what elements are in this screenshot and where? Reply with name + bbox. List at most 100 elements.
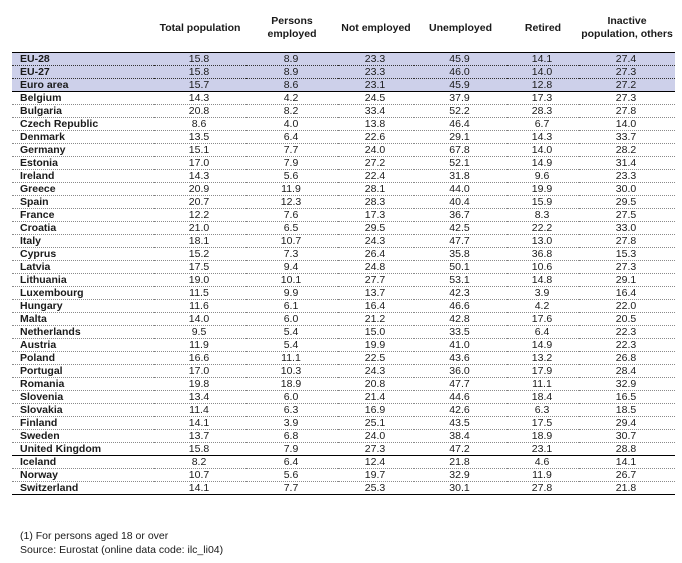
table-cell: 5.6 bbox=[246, 468, 338, 482]
table-row: Bulgaria 20.8 8.2 33.4 52.2 28.3 27.8 bbox=[12, 104, 675, 118]
table-cell: 41.0 bbox=[414, 338, 507, 352]
table-cell: 27.3 bbox=[338, 442, 414, 456]
row-label: Estonia bbox=[12, 156, 154, 170]
table-cell: 30.1 bbox=[414, 481, 507, 495]
table-cell: 18.1 bbox=[154, 234, 246, 248]
table-cell: 15.8 bbox=[154, 52, 246, 66]
table-cell: 23.3 bbox=[338, 65, 414, 79]
row-label: Poland bbox=[12, 351, 154, 365]
table-cell: 7.9 bbox=[246, 156, 338, 170]
row-label: France bbox=[12, 208, 154, 222]
footnotes: (1) For persons aged 18 or over Source: … bbox=[20, 529, 223, 557]
table-cell: 26.7 bbox=[579, 468, 675, 482]
table-cell: 19.8 bbox=[154, 377, 246, 391]
row-label: Italy bbox=[12, 234, 154, 248]
row-label: Euro area bbox=[12, 78, 154, 92]
table-cell: 27.8 bbox=[579, 104, 675, 118]
source-note: Source: Eurostat (online data code: ilc_… bbox=[20, 544, 224, 556]
table-cell: 21.4 bbox=[338, 390, 414, 404]
table-cell: 24.3 bbox=[338, 364, 414, 378]
table-cell: 14.0 bbox=[579, 117, 675, 131]
table-cell: 33.7 bbox=[579, 130, 675, 144]
table-cell: 17.6 bbox=[507, 312, 579, 326]
table-cell: 29.5 bbox=[579, 195, 675, 209]
table-cell: 6.8 bbox=[246, 429, 338, 443]
table-cell: 11.9 bbox=[246, 182, 338, 196]
table-cell: 6.5 bbox=[246, 221, 338, 235]
table-cell: 16.6 bbox=[154, 351, 246, 365]
table-cell: 47.7 bbox=[414, 234, 507, 248]
table-cell: 10.1 bbox=[246, 273, 338, 287]
table-row: France 12.2 7.6 17.3 36.7 8.3 27.5 bbox=[12, 208, 675, 222]
table-row: Germany 15.1 7.7 24.0 67.8 14.0 28.2 bbox=[12, 143, 675, 157]
table-cell: 28.2 bbox=[579, 143, 675, 157]
table-cell: 6.4 bbox=[507, 325, 579, 339]
table-cell: 9.5 bbox=[154, 325, 246, 339]
table-cell: 23.3 bbox=[579, 169, 675, 183]
table-cell: 14.0 bbox=[507, 65, 579, 79]
table-row: Romania 19.8 18.9 20.8 47.7 11.1 32.9 bbox=[12, 377, 675, 391]
table-cell: 13.7 bbox=[338, 286, 414, 300]
table-cell: 7.6 bbox=[246, 208, 338, 222]
table-cell: 45.9 bbox=[414, 78, 507, 92]
table-cell: 33.4 bbox=[338, 104, 414, 118]
table-cell: 17.3 bbox=[507, 91, 579, 105]
row-label: Croatia bbox=[12, 221, 154, 235]
table-cell: 4.2 bbox=[246, 91, 338, 105]
table-row: Latvia 17.5 9.4 24.8 50.1 10.6 27.3 bbox=[12, 260, 675, 274]
table-row: Malta 14.0 6.0 21.2 42.8 17.6 20.5 bbox=[12, 312, 675, 326]
table-cell: 20.9 bbox=[154, 182, 246, 196]
table-cell: 11.1 bbox=[507, 377, 579, 391]
table-row: Switzerland 14.1 7.7 25.3 30.1 27.8 21.8 bbox=[12, 481, 675, 495]
table-cell: 14.3 bbox=[154, 169, 246, 183]
table-row: Slovakia 11.4 6.3 16.9 42.6 6.3 18.5 bbox=[12, 403, 675, 417]
table-cell: 5.4 bbox=[246, 325, 338, 339]
table-cell: 22.5 bbox=[338, 351, 414, 365]
table-cell: 6.1 bbox=[246, 299, 338, 313]
table-cell: 17.5 bbox=[507, 416, 579, 430]
table-cell: 5.4 bbox=[246, 338, 338, 352]
table-cell: 42.3 bbox=[414, 286, 507, 300]
table-cell: 13.8 bbox=[338, 117, 414, 131]
table-row: EU-28 15.8 8.9 23.3 45.9 14.1 27.4 bbox=[12, 52, 675, 66]
table-cell: 14.0 bbox=[154, 312, 246, 326]
table-cell: 31.8 bbox=[414, 169, 507, 183]
table-cell: 7.9 bbox=[246, 442, 338, 456]
table-cell: 36.7 bbox=[414, 208, 507, 222]
table-cell: 27.5 bbox=[579, 208, 675, 222]
table-cell: 36.0 bbox=[414, 364, 507, 378]
table-cell: 28.3 bbox=[338, 195, 414, 209]
table-cell: 30.0 bbox=[579, 182, 675, 196]
row-label: Spain bbox=[12, 195, 154, 209]
row-label: Portugal bbox=[12, 364, 154, 378]
table-cell: 7.3 bbox=[246, 247, 338, 261]
table-cell: 35.8 bbox=[414, 247, 507, 261]
table-cell: 16.4 bbox=[579, 286, 675, 300]
table-cell: 32.9 bbox=[414, 468, 507, 482]
table-cell: 16.4 bbox=[338, 299, 414, 313]
table-cell: 18.9 bbox=[246, 377, 338, 391]
table-cell: 27.7 bbox=[338, 273, 414, 287]
table-cell: 26.8 bbox=[579, 351, 675, 365]
row-label: Switzerland bbox=[12, 481, 154, 495]
table-cell: 20.8 bbox=[154, 104, 246, 118]
table-cell: 14.1 bbox=[154, 416, 246, 430]
footnote: (1) For persons aged 18 or over bbox=[20, 530, 169, 542]
table-cell: 15.8 bbox=[154, 442, 246, 456]
table-cell: 6.4 bbox=[246, 130, 338, 144]
table-cell: 15.1 bbox=[154, 143, 246, 157]
table-cell: 10.7 bbox=[154, 468, 246, 482]
table-row: Sweden 13.7 6.8 24.0 38.4 18.9 30.7 bbox=[12, 429, 675, 443]
table-cell: 8.3 bbox=[507, 208, 579, 222]
table-cell: 22.4 bbox=[338, 169, 414, 183]
table-cell: 17.0 bbox=[154, 156, 246, 170]
table-cell: 29.1 bbox=[414, 130, 507, 144]
row-label: Belgium bbox=[12, 91, 154, 105]
table-cell: 27.8 bbox=[507, 481, 579, 495]
table-cell: 23.1 bbox=[507, 442, 579, 456]
table-cell: 13.7 bbox=[154, 429, 246, 443]
table-row: Denmark 13.5 6.4 22.6 29.1 14.3 33.7 bbox=[12, 130, 675, 144]
header-persons-employed: Persons employed bbox=[246, 4, 338, 53]
row-label: EU-28 bbox=[12, 52, 154, 66]
table-row: Euro area 15.7 8.6 23.1 45.9 12.8 27.2 bbox=[12, 78, 675, 92]
